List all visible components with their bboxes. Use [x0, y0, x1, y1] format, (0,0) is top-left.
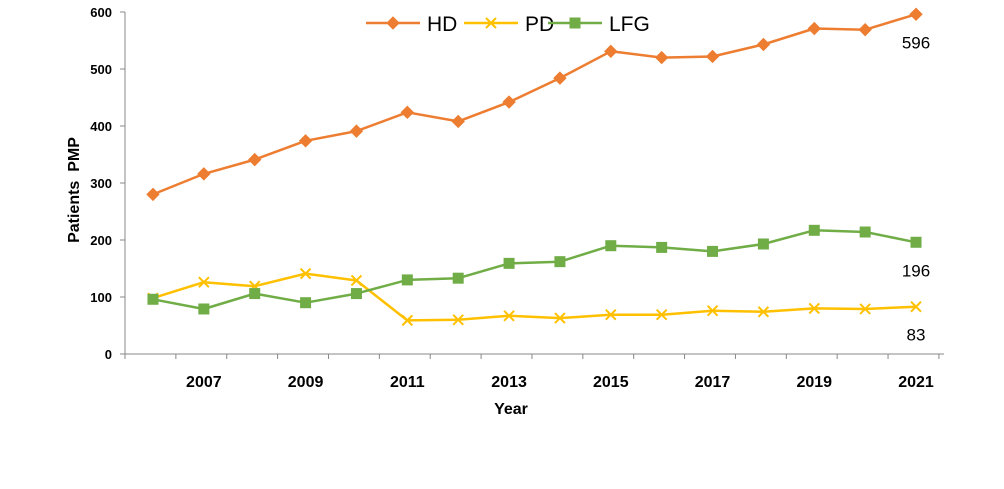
data-point-hd [248, 152, 262, 167]
legend-marker-hd [386, 16, 400, 30]
data-point-lfg [350, 288, 362, 300]
data-point-lfg [147, 293, 159, 305]
data-point-lfg [605, 240, 617, 252]
data-point-hd [197, 167, 211, 181]
x-tick-label: 2015 [593, 374, 629, 391]
data-point-pd [757, 306, 770, 318]
data-point-pd [706, 304, 719, 317]
series-line-lfg [152, 229, 917, 311]
data-point-pd [503, 310, 515, 322]
data-point-lfg [554, 256, 566, 268]
end-label-pd: 83 [907, 326, 926, 345]
data-point-hd [400, 105, 415, 120]
data-point-hd [909, 7, 923, 21]
data-point-lfg [656, 241, 668, 253]
x-tick-label: 2013 [491, 374, 527, 391]
data-point-pd [808, 302, 820, 315]
y-tick-label: 100 [90, 290, 112, 305]
data-point-lfg [859, 226, 871, 238]
y-tick-label: 300 [90, 176, 112, 191]
y-tick-label: 500 [90, 62, 112, 77]
data-point-pd [452, 314, 464, 326]
data-point-lfg [452, 272, 464, 284]
data-point-hd [705, 49, 720, 64]
data-point-pd [859, 303, 871, 315]
axes [124, 12, 944, 355]
data-point-lfg [503, 257, 515, 269]
series-line-pd [152, 272, 917, 322]
data-point-pd [198, 276, 210, 288]
x-tick-label: 2007 [186, 374, 222, 391]
data-point-pd [605, 308, 617, 321]
y-tick-label: 200 [90, 233, 112, 248]
data-point-lfg [757, 238, 769, 250]
data-point-lfg [198, 303, 210, 315]
data-point-pd [350, 274, 363, 287]
data-point-pd [299, 267, 312, 280]
data-point-lfg [808, 224, 820, 236]
legend-label-hd: HD [427, 13, 457, 36]
data-point-lfg [401, 274, 413, 286]
y-axis-title: Patients PMP [66, 137, 83, 243]
data-point-lfg [910, 236, 922, 248]
legend: HD PD LFG [366, 13, 650, 36]
data-point-hd [502, 95, 516, 109]
y-tick-label: 400 [90, 119, 112, 134]
data-point-hd [298, 134, 313, 148]
end-label-lfg: 196 [902, 261, 930, 280]
legend-label-pd: PD [525, 13, 554, 36]
data-point-hd [654, 50, 669, 65]
x-axis-title: Year [494, 401, 528, 418]
legend-item-pd: PD [464, 13, 554, 36]
end-label-hd: 596 [902, 33, 930, 52]
data-point-pd [554, 312, 566, 324]
x-tick-label: 2009 [288, 374, 324, 391]
data-point-hd [604, 44, 618, 59]
series-layer [146, 7, 923, 327]
data-point-hd [451, 114, 465, 129]
x-tick-label: 2021 [898, 374, 934, 391]
x-tick-label: 2011 [390, 374, 425, 391]
data-point-hd [807, 21, 821, 36]
series-line-hd [152, 13, 917, 196]
data-point-pd [401, 314, 414, 327]
x-axis-ticks: 2007 2009 2011 2013 2015 2017 2019 2021 [124, 354, 940, 391]
y-tick-label: 0 [105, 347, 112, 362]
x-tick-label: 2019 [796, 374, 832, 391]
data-point-pd [655, 308, 668, 321]
legend-item-lfg: LFG [548, 13, 650, 36]
data-point-hd [146, 187, 160, 202]
series-pd [147, 267, 922, 327]
series-hd [146, 7, 923, 202]
data-point-hd [349, 124, 364, 138]
data-point-lfg [249, 288, 261, 300]
legend-item-hd: HD [366, 13, 457, 36]
data-point-lfg [300, 297, 312, 309]
data-point-hd [756, 37, 771, 52]
data-point-pd [910, 300, 922, 313]
data-point-hd [553, 71, 567, 85]
x-tick-label: 2017 [695, 374, 731, 391]
y-tick-label: 600 [90, 5, 112, 20]
series-lfg [147, 224, 922, 315]
y-axis-ticks: 0 100 200 300 400 500 600 [90, 5, 125, 362]
data-point-lfg [707, 245, 719, 257]
legend-label-lfg: LFG [609, 13, 650, 36]
legend-marker-lfg [569, 17, 581, 29]
end-labels: 596 196 83 [902, 33, 930, 344]
legend-marker-pd [485, 17, 497, 29]
data-point-hd [858, 22, 872, 37]
